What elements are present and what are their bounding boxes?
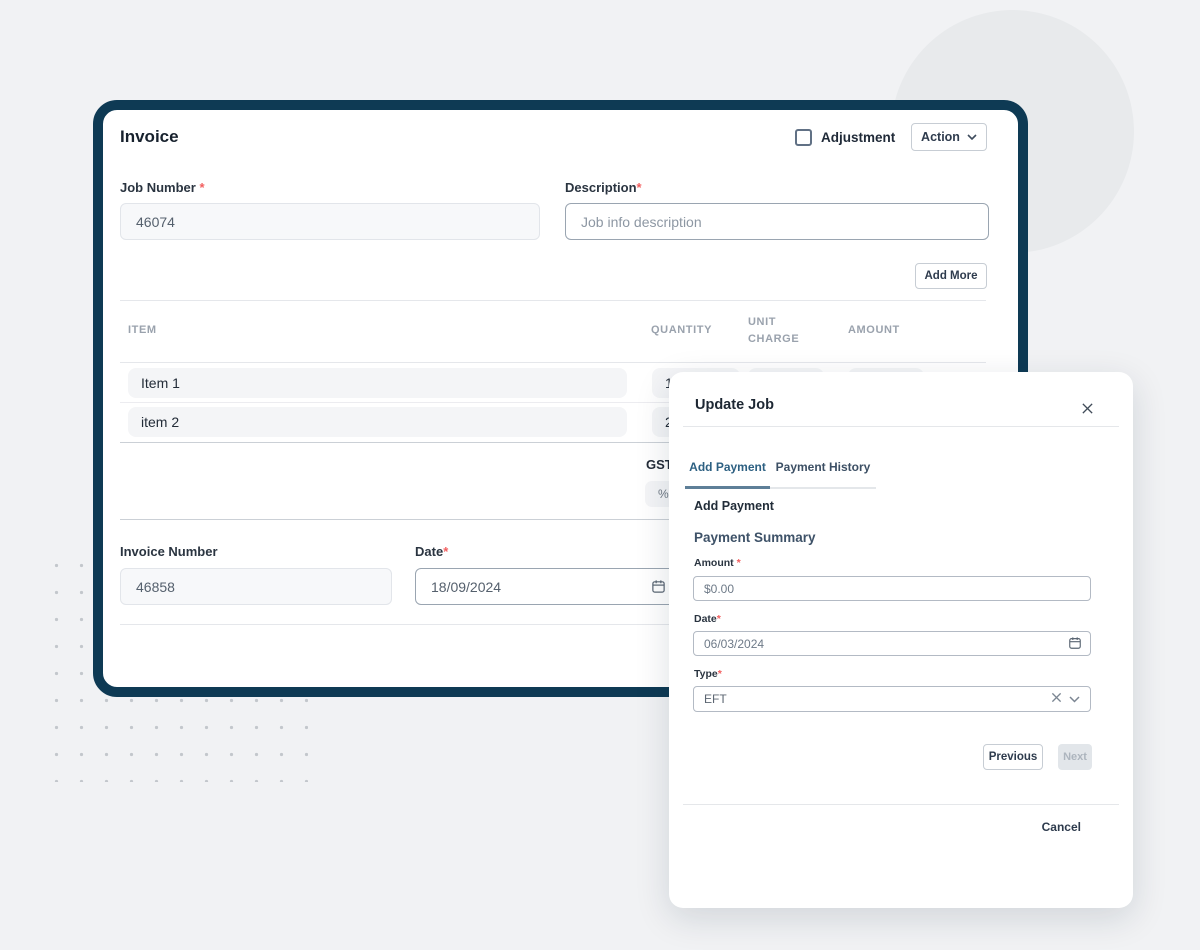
update-job-modal: Update Job Add Payment Payment History A… bbox=[669, 372, 1133, 908]
required-marker: * bbox=[736, 557, 741, 569]
calendar-icon[interactable] bbox=[651, 579, 666, 599]
adjustment-checkbox[interactable] bbox=[795, 129, 812, 146]
divider bbox=[120, 519, 986, 520]
tab-bar: Add Payment Payment History bbox=[685, 452, 876, 489]
action-button-label: Action bbox=[921, 130, 960, 144]
gst-label: GST bbox=[646, 457, 673, 472]
date-label: Date* bbox=[415, 544, 449, 559]
payment-date-input[interactable] bbox=[693, 631, 1091, 656]
required-marker: * bbox=[717, 668, 722, 680]
previous-button[interactable]: Previous bbox=[983, 744, 1043, 770]
amount-input[interactable] bbox=[693, 576, 1091, 601]
divider bbox=[120, 624, 986, 625]
job-number-label: Job Number * bbox=[120, 180, 205, 195]
invoice-date-input[interactable] bbox=[415, 568, 679, 605]
chevron-down-icon bbox=[967, 134, 977, 140]
type-select[interactable]: EFT bbox=[693, 686, 1091, 712]
payment-date-label: Date* bbox=[694, 613, 721, 625]
modal-title: Update Job bbox=[695, 397, 774, 413]
column-header-quantity: QUANTITY bbox=[651, 324, 713, 336]
action-button[interactable]: Action bbox=[911, 123, 987, 151]
type-label: Type* bbox=[694, 668, 722, 680]
table-row-item-input[interactable]: item 2 bbox=[128, 407, 627, 437]
divider bbox=[683, 804, 1119, 805]
column-header-unit-charge: UNIT CHARGE bbox=[748, 316, 800, 345]
close-icon[interactable] bbox=[1078, 399, 1096, 417]
adjustment-checkbox-group[interactable]: Adjustment bbox=[795, 129, 895, 146]
payment-summary-heading: Payment Summary bbox=[694, 530, 816, 545]
required-marker: * bbox=[716, 613, 721, 625]
next-button[interactable]: Next bbox=[1058, 744, 1092, 770]
divider bbox=[120, 300, 986, 301]
adjustment-label: Adjustment bbox=[821, 130, 896, 145]
column-header-item: ITEM bbox=[128, 324, 157, 336]
invoice-number-input[interactable] bbox=[120, 568, 392, 605]
column-header-amount: AMOUNT bbox=[848, 324, 900, 336]
required-marker: * bbox=[199, 180, 205, 195]
required-marker: * bbox=[443, 544, 449, 559]
job-number-input[interactable] bbox=[120, 203, 540, 240]
amount-label: Amount * bbox=[694, 557, 741, 569]
tab-add-payment[interactable]: Add Payment bbox=[685, 452, 770, 489]
page-title: Invoice bbox=[120, 127, 179, 146]
cancel-button[interactable]: Cancel bbox=[1041, 820, 1081, 834]
description-input[interactable] bbox=[565, 203, 989, 240]
divider bbox=[120, 402, 986, 403]
chevron-down-icon[interactable] bbox=[1069, 692, 1080, 706]
divider bbox=[120, 362, 986, 363]
type-select-value: EFT bbox=[704, 692, 727, 706]
section-heading: Add Payment bbox=[694, 499, 774, 513]
description-label: Description* bbox=[565, 180, 642, 195]
divider bbox=[120, 442, 986, 443]
calendar-icon[interactable] bbox=[1068, 636, 1082, 655]
clear-icon[interactable] bbox=[1051, 692, 1062, 706]
divider bbox=[683, 426, 1119, 427]
add-more-button[interactable]: Add More bbox=[915, 263, 987, 289]
tab-payment-history[interactable]: Payment History bbox=[775, 460, 871, 474]
invoice-number-label: Invoice Number bbox=[120, 544, 218, 559]
required-marker: * bbox=[636, 180, 642, 195]
table-row-item-input[interactable]: Item 1 bbox=[128, 368, 627, 398]
